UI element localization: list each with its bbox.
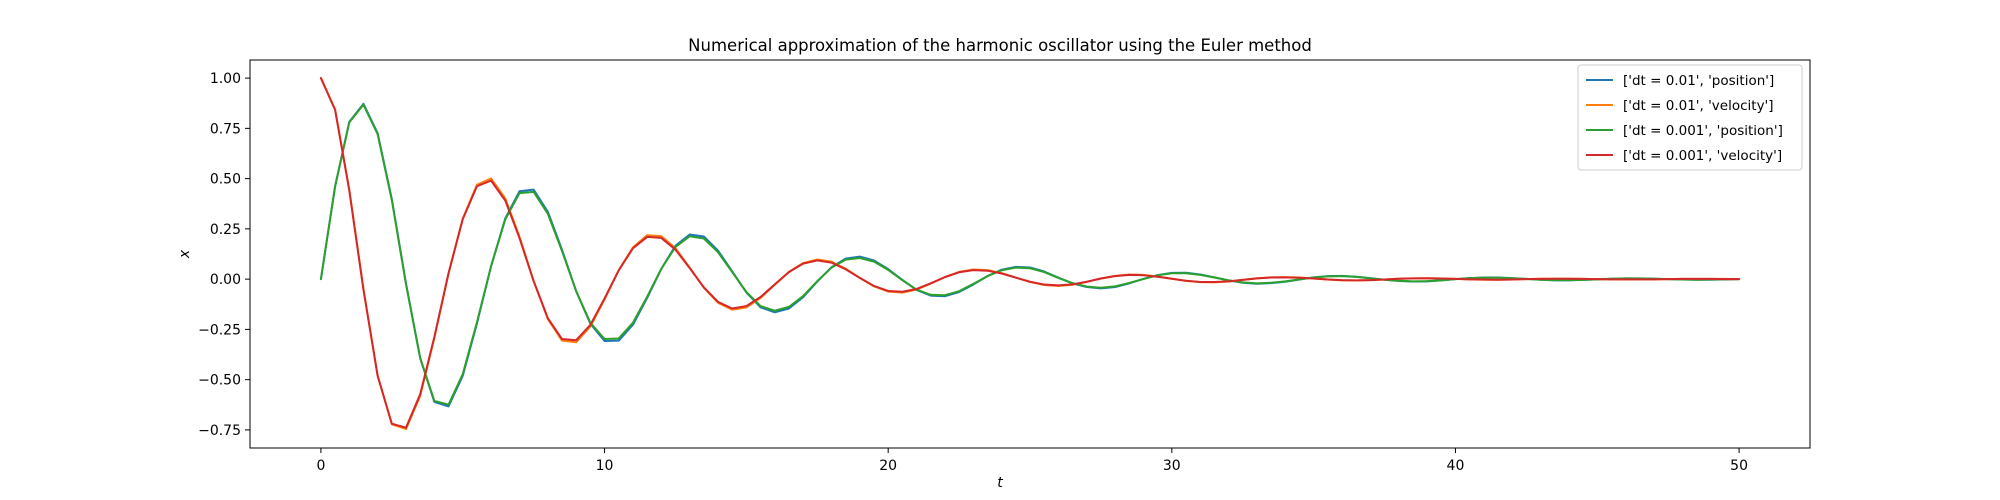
- y-tick-label: 0.25: [210, 222, 241, 238]
- series-line-3: [319, 103, 1741, 406]
- y-tick-label: 1.00: [210, 71, 241, 87]
- series-line-4: [319, 77, 1741, 429]
- y-axis: −0.75 −0.50 −0.25 0.00 0.25 0.50 0.75 1.00: [198, 71, 250, 439]
- x-tick-label: 40: [1447, 458, 1465, 474]
- y-tick-label: −0.50: [198, 373, 241, 389]
- x-tick-label: 20: [879, 458, 897, 474]
- x-axis-label: t: [997, 475, 1003, 491]
- chart-title: Numerical approximation of the harmonic …: [688, 36, 1312, 55]
- x-tick-label: 0: [316, 458, 325, 474]
- y-tick-label: −0.25: [198, 322, 241, 338]
- y-tick-label: −0.75: [198, 423, 241, 439]
- x-tick-label: 30: [1163, 458, 1181, 474]
- y-tick-label: 0.50: [210, 172, 241, 188]
- legend: ['dt = 0.01', 'position'] ['dt = 0.01', '…: [1577, 64, 1803, 171]
- plot-area: [249, 59, 1811, 449]
- x-tick-label: 50: [1730, 458, 1748, 474]
- y-axis-label: x: [177, 249, 193, 259]
- y-tick-label: 0.75: [210, 121, 241, 137]
- plot-frame: [249, 59, 1811, 449]
- x-tick-label: 10: [596, 458, 614, 474]
- legend-box: [1577, 64, 1803, 171]
- legend-entry-label: ['dt = 0.01', 'position']: [1623, 73, 1774, 89]
- legend-entry-label: ['dt = 0.001', 'velocity']: [1623, 148, 1782, 164]
- x-axis: 0 10 20 30 40 50: [316, 448, 1748, 474]
- legend-entry-label: ['dt = 0.001', 'position']: [1623, 123, 1783, 139]
- y-tick-label: 0.00: [210, 272, 241, 288]
- legend-entry-label: ['dt = 0.01', 'velocity']: [1623, 98, 1774, 114]
